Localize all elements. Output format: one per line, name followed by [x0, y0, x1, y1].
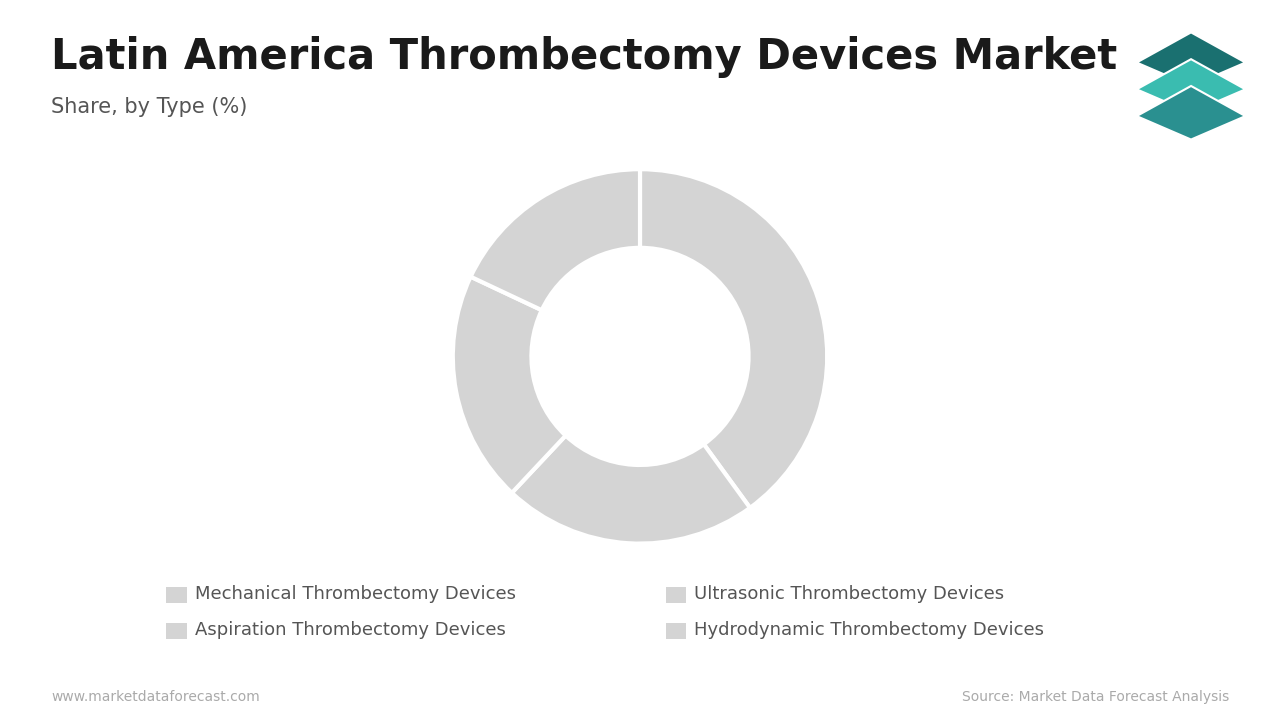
Text: www.marketdataforecast.com: www.marketdataforecast.com	[51, 690, 260, 704]
Text: Mechanical Thrombectomy Devices: Mechanical Thrombectomy Devices	[195, 585, 516, 603]
Wedge shape	[640, 169, 827, 508]
Wedge shape	[512, 436, 750, 544]
Polygon shape	[1137, 32, 1245, 86]
Text: Source: Market Data Forecast Analysis: Source: Market Data Forecast Analysis	[961, 690, 1229, 704]
Text: Ultrasonic Thrombectomy Devices: Ultrasonic Thrombectomy Devices	[694, 585, 1004, 603]
Wedge shape	[453, 276, 566, 493]
Wedge shape	[471, 169, 640, 310]
Text: Share, by Type (%): Share, by Type (%)	[51, 97, 247, 117]
Text: Hydrodynamic Thrombectomy Devices: Hydrodynamic Thrombectomy Devices	[694, 621, 1043, 639]
Text: Aspiration Thrombectomy Devices: Aspiration Thrombectomy Devices	[195, 621, 506, 639]
Polygon shape	[1137, 86, 1245, 140]
Text: Latin America Thrombectomy Devices Market: Latin America Thrombectomy Devices Marke…	[51, 36, 1117, 78]
Polygon shape	[1137, 59, 1245, 113]
